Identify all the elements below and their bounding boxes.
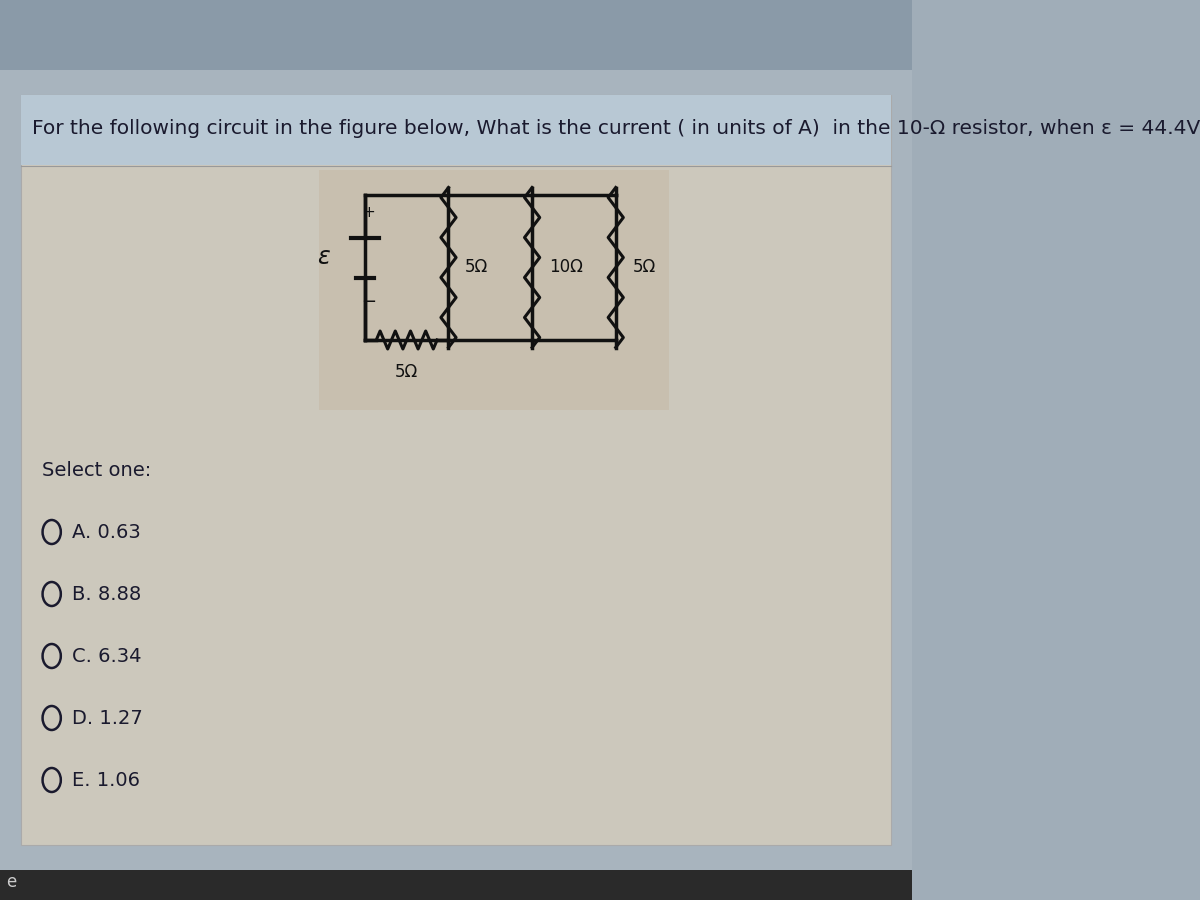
Text: 5Ω: 5Ω bbox=[632, 258, 655, 276]
Text: e: e bbox=[6, 873, 17, 891]
Text: D. 1.27: D. 1.27 bbox=[72, 708, 143, 727]
Text: E. 1.06: E. 1.06 bbox=[72, 770, 140, 789]
Bar bbox=[22, 95, 890, 845]
Text: −: − bbox=[361, 293, 377, 311]
Text: 5Ω: 5Ω bbox=[395, 363, 419, 381]
Bar bbox=[22, 95, 890, 165]
Text: Select one:: Select one: bbox=[42, 461, 151, 480]
Text: A. 0.63: A. 0.63 bbox=[72, 523, 140, 542]
Text: B. 8.88: B. 8.88 bbox=[72, 584, 142, 604]
Text: 5Ω: 5Ω bbox=[466, 258, 488, 276]
Bar bbox=[0, 870, 912, 900]
Text: ε: ε bbox=[317, 246, 330, 269]
Bar bbox=[0, 70, 912, 870]
Text: C. 6.34: C. 6.34 bbox=[72, 646, 142, 665]
Text: 10Ω: 10Ω bbox=[548, 258, 583, 276]
Bar bbox=[319, 170, 668, 410]
Text: +: + bbox=[362, 205, 376, 220]
Bar bbox=[0, 0, 912, 70]
Text: For the following circuit in the figure below, What is the current ( in units of: For the following circuit in the figure … bbox=[32, 120, 1200, 139]
